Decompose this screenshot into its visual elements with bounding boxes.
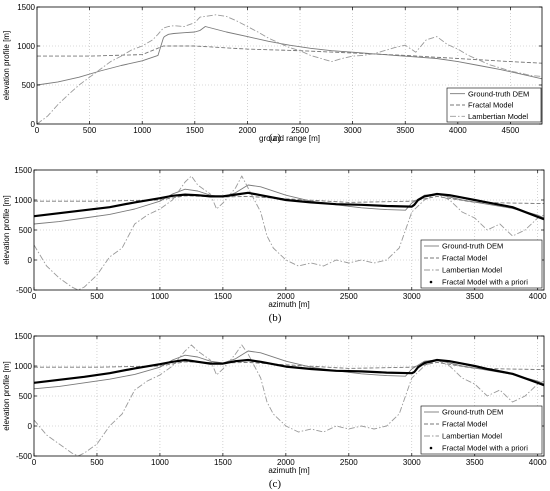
series-line-fractal-model: [37, 45, 542, 64]
y-tick-label: 0: [28, 256, 33, 265]
x-tick-label: 1000: [151, 292, 169, 301]
x-tick-label: 4000: [449, 126, 467, 135]
legend-marker: [429, 446, 433, 450]
y-tick-label: 0: [28, 422, 33, 431]
legend-entry: Ground-truth DEM: [468, 89, 529, 98]
x-tick-label: 2500: [340, 292, 358, 301]
series-line-fractal-model-with-a-priori: [34, 191, 544, 221]
y-tick-label: 1000: [14, 196, 32, 205]
legend-entry: Lambertian Model: [442, 266, 502, 275]
x-tick-label: 4500: [502, 126, 520, 135]
y-tick-label: 500: [22, 81, 36, 90]
x-tick-label: 3500: [466, 292, 484, 301]
x-tick-label: 3500: [396, 126, 414, 135]
y-tick-label: 1000: [14, 362, 32, 371]
legend-marker: [429, 280, 433, 284]
x-tick-label: 3000: [403, 458, 421, 467]
x-tick-label: 4000: [529, 292, 547, 301]
legend-entry: Lambertian Model: [468, 112, 528, 121]
x-axis-label: azimuth [m]: [268, 300, 309, 309]
y-axis-label: elevation profile [m]: [2, 361, 11, 430]
y-tick-label: 1500: [14, 332, 32, 341]
y-tick-label: 0: [31, 120, 36, 129]
x-tick-label: 2500: [291, 126, 309, 135]
legend-entry: Fractal Model with a priori: [442, 278, 528, 287]
legend-entry: Fractal Model: [442, 420, 488, 429]
x-tick-label: 1500: [214, 458, 232, 467]
x-tick-label: 1500: [214, 292, 232, 301]
series-line-ground-truth-dem: [34, 350, 544, 390]
y-tick-label: 1500: [14, 166, 32, 175]
legend-box: [420, 405, 543, 455]
panel-caption: (c): [269, 478, 282, 490]
x-tick-label: 3500: [466, 458, 484, 467]
x-tick-label: 2500: [340, 458, 358, 467]
legend-entry: Fractal Model: [442, 254, 488, 263]
x-tick-label: 500: [90, 292, 104, 301]
x-tick-label: 0: [35, 126, 40, 135]
series-line-fractal-model-with-a-priori: [34, 358, 544, 387]
x-tick-label: 1000: [133, 126, 151, 135]
series-group: [34, 344, 544, 456]
x-tick-label: 3000: [403, 292, 421, 301]
legend-entry: Ground-truth DEM: [442, 408, 503, 417]
legend-entry: Ground-truth DEM: [442, 242, 503, 251]
y-axis-label: elevation profile [m]: [2, 195, 11, 264]
x-tick-label: 3000: [344, 126, 362, 135]
x-axis-label: ground range [m]: [259, 134, 320, 143]
series-line-lambertian-model: [37, 14, 542, 124]
legend: Ground-truth DEM Fractal Model Lambertian …: [420, 239, 543, 289]
x-tick-label: 4000: [529, 458, 547, 467]
x-tick-label: 0: [32, 458, 37, 467]
series-group: [34, 175, 544, 290]
legend-entry: Fractal Model with a priori: [442, 444, 528, 453]
chart-panel-1: 0 500 1000 1500 2000 2500 3000 3500 4000 4500 0 500…: [2, 3, 543, 144]
y-tick-label: 500: [19, 392, 33, 401]
x-tick-label: 500: [90, 458, 104, 467]
y-tick-label: 1000: [17, 42, 35, 51]
legend: Ground-truth DEM Fractal Model Lambertian …: [446, 87, 542, 123]
series-line-ground-truth-dem: [37, 26, 542, 86]
x-tick-label: 2000: [239, 126, 257, 135]
series-line-ground-truth-dem: [34, 184, 544, 225]
y-axis-label: elevation profile [m]: [2, 31, 11, 100]
legend: Ground-truth DEM Fractal Model Lambertian …: [420, 405, 543, 455]
panel-caption: (b): [269, 312, 282, 324]
y-tick-label: 1500: [17, 3, 35, 12]
x-tick-label: 500: [83, 126, 97, 135]
panel-caption: (a): [269, 132, 282, 144]
y-tick-label: -500: [16, 452, 33, 461]
chart-panel-3: 0 500 1000 1500 2000 2500 3000 3500 4000-5000500…: [2, 332, 547, 490]
legend-entry: Lambertian Model: [442, 432, 502, 441]
chart-panel-2: 0 500 1000 1500 2000 2500 3000 3500 4000-5000500…: [2, 166, 547, 324]
legend-box: [420, 239, 543, 289]
x-tick-label: 2000: [277, 292, 295, 301]
x-axis-label: azimuth [m]: [268, 466, 309, 475]
series-line-lambertian-model: [34, 344, 544, 456]
plot-frame: [36, 6, 543, 125]
x-tick-label: 2000: [277, 458, 295, 467]
y-tick-label: -500: [16, 286, 33, 295]
x-tick-label: 1000: [151, 458, 169, 467]
y-tick-label: 500: [19, 226, 33, 235]
x-tick-label: 1500: [186, 126, 204, 135]
legend-entry: Fractal Model: [468, 101, 514, 110]
x-tick-label: 0: [32, 292, 37, 301]
series-group: [37, 14, 542, 124]
